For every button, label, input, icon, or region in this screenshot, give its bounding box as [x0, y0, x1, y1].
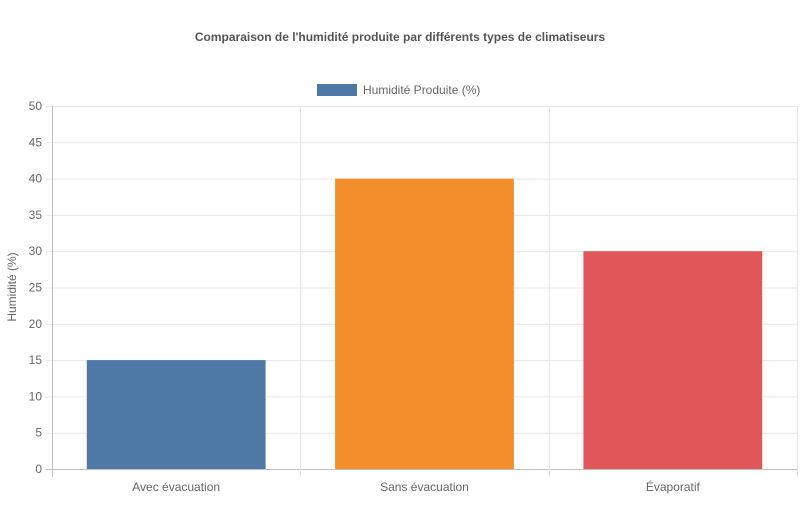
y-tick-label: 50 [29, 99, 43, 113]
x-tick-label: Avec évacuation [132, 480, 220, 494]
legend[interactable]: Humidité Produite (%) [317, 83, 480, 97]
x-tick-label: Sans évacuation [380, 480, 469, 494]
bar[interactable] [583, 251, 763, 469]
x-tick-labels: Avec évacuation Sans évacuation Évaporatif [132, 479, 700, 494]
legend-swatch [317, 84, 357, 96]
y-tick-label: 45 [29, 135, 43, 149]
y-tick-label: 15 [29, 353, 43, 367]
y-tick-label: 35 [29, 208, 43, 222]
y-tick-label: 40 [29, 172, 43, 186]
y-tick-label: 5 [35, 426, 42, 440]
y-tick-label: 10 [29, 389, 43, 403]
legend-label: Humidité Produite (%) [363, 83, 480, 97]
y-tick-label: 20 [29, 317, 43, 331]
y-axis-title: Humidité (%) [5, 252, 19, 321]
y-tick-label: 30 [29, 244, 43, 258]
bars [86, 178, 763, 469]
y-tick-labels: 0 5 10 15 20 25 30 35 40 45 50 [29, 99, 43, 476]
y-tick-label: 0 [35, 462, 42, 476]
x-tick-label: Évaporatif [646, 479, 701, 494]
bar[interactable] [86, 360, 266, 469]
y-tick-label: 25 [29, 281, 43, 295]
bar[interactable] [335, 178, 514, 469]
chart-title: Comparaison de l'humidité produite par d… [195, 30, 606, 44]
